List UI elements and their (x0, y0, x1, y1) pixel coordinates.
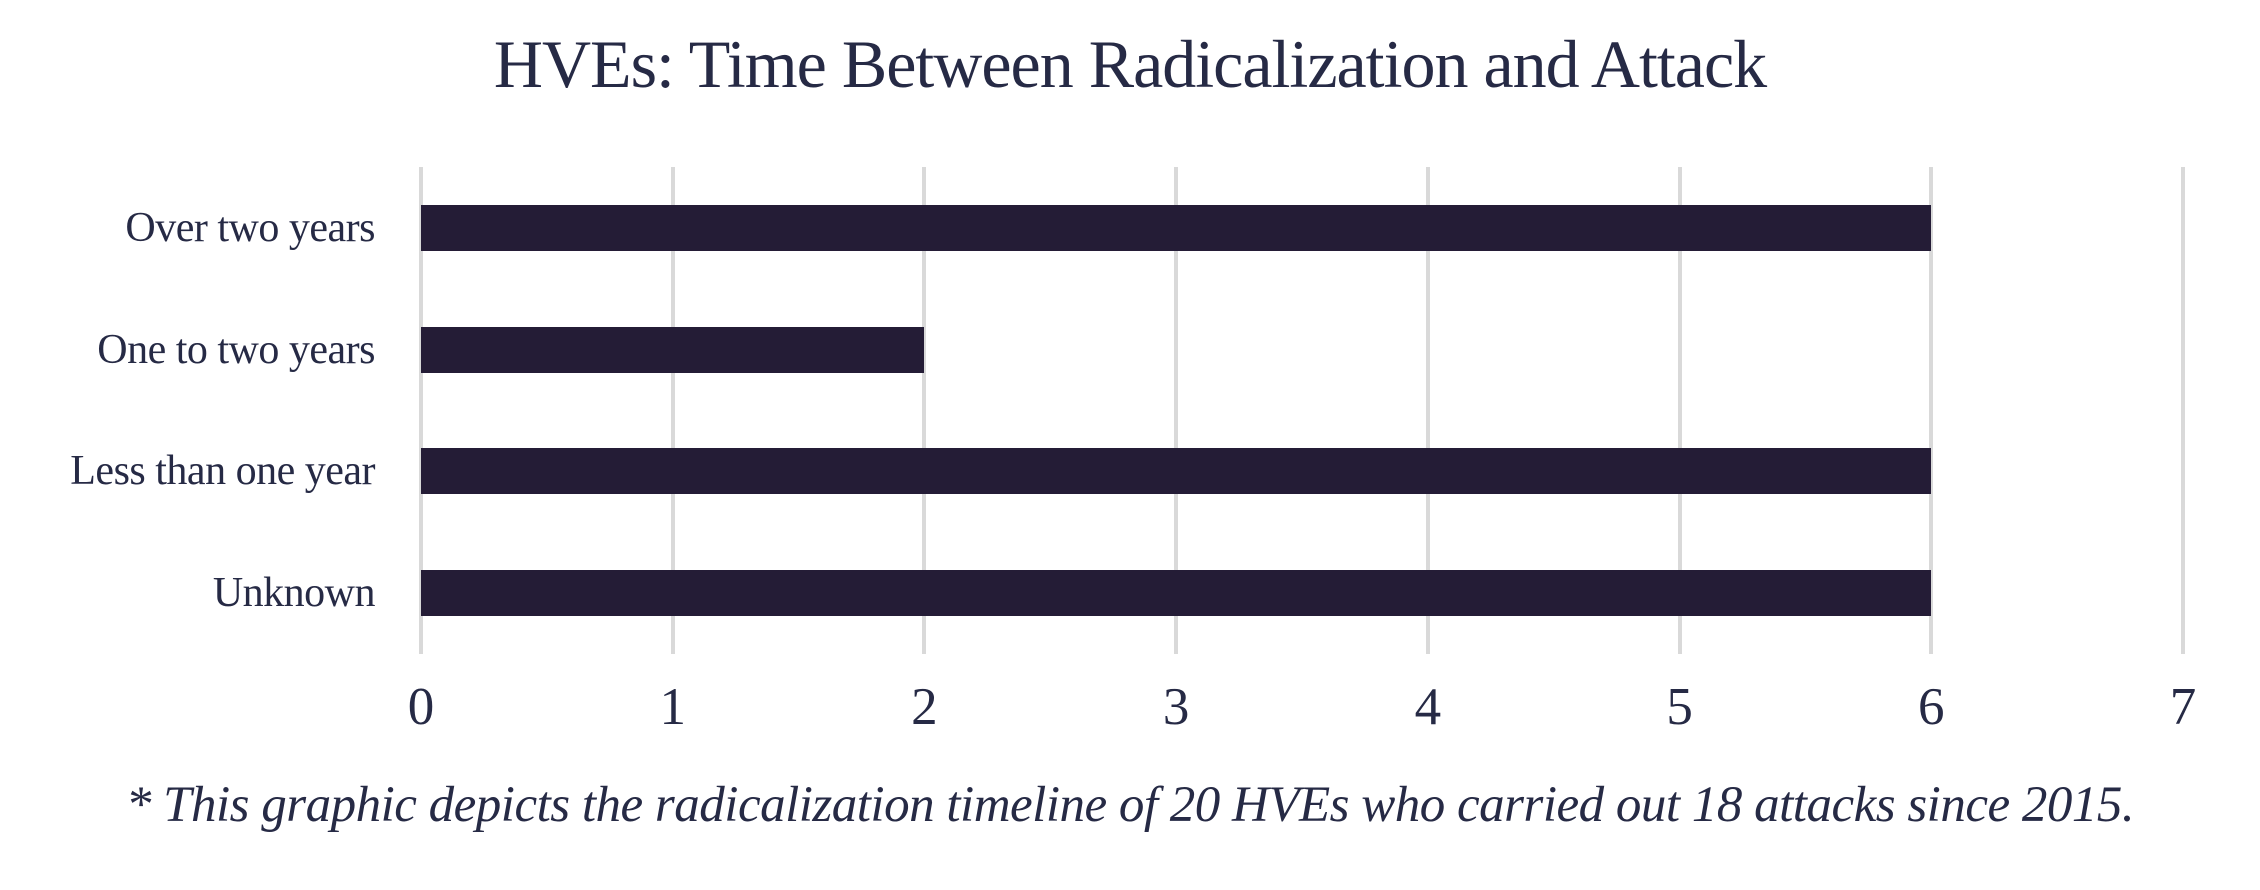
x-tick-label: 5 (1666, 678, 1693, 736)
gridline (2181, 167, 2185, 654)
x-tick-label: 4 (1414, 678, 1442, 736)
gridline (922, 167, 927, 654)
gridline (1174, 167, 1179, 654)
bar-band (421, 289, 2183, 411)
x-tick-label: 2 (911, 678, 938, 736)
gridline (1425, 167, 1430, 654)
y-axis-labels: Over two years One to two years Less than … (0, 167, 375, 654)
gridlines-layer (419, 167, 2185, 654)
bar (421, 448, 1932, 495)
chart-title: HVEs: Time Between Radicalization and At… (493, 26, 1767, 102)
x-tick-label: 7 (2169, 678, 2197, 736)
plot-area (419, 167, 2185, 654)
x-tick-label: 1 (659, 678, 686, 736)
category-label: Less than one year (70, 448, 375, 495)
bar (421, 570, 1932, 617)
bar-band (421, 532, 2183, 654)
category-label: Over two years (125, 204, 375, 251)
bars-layer (421, 167, 2183, 654)
category-label: Unknown (212, 570, 376, 617)
gridline (1929, 167, 1934, 654)
bar (421, 204, 1932, 251)
bar-band (421, 411, 2183, 533)
bar (421, 326, 925, 373)
x-axis: 0 1 2 3 4 5 6 7 (408, 678, 2197, 741)
gridline (419, 167, 423, 654)
gridline (670, 167, 675, 654)
x-tick-label: 6 (1918, 678, 1945, 736)
bar-band (421, 167, 2183, 289)
x-tick-label: 3 (1162, 678, 1190, 736)
category-label: One to two years (97, 326, 375, 373)
gridline (1677, 167, 1682, 654)
x-tick-label: 0 (407, 678, 435, 736)
chart-footnote: * This graphic depicts the radicalizatio… (125, 777, 2135, 833)
